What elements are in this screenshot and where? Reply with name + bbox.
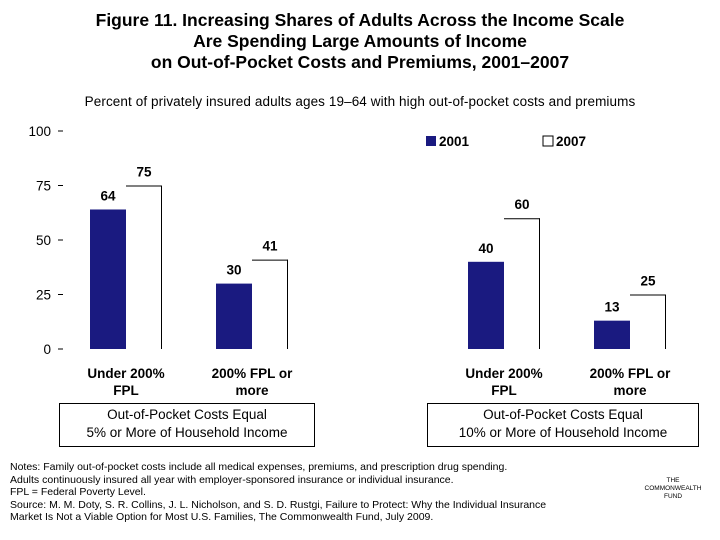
category-label: Under 200% <box>465 366 542 381</box>
data-label: 75 <box>136 165 152 180</box>
y-tick-label: 100 <box>28 124 51 139</box>
legend-label-2007: 2007 <box>556 134 586 149</box>
legend-swatch-2001 <box>426 136 436 146</box>
data-label: 40 <box>478 241 493 256</box>
note-line: FPL = Federal Poverty Level. <box>10 486 146 499</box>
logo-line: FUND <box>663 493 683 500</box>
bar-chart: 0 25 50 75 100 64 75 Under 200% FPL 30 41 200% FPL … <box>28 124 672 398</box>
group-label-line: 5% or More of Household Income <box>86 425 288 440</box>
chart-title: Figure 11. Increasing Shares of Adults A… <box>0 10 720 73</box>
y-tick-label: 50 <box>36 233 51 248</box>
data-label: 60 <box>514 197 529 212</box>
legend-label-2001: 2001 <box>439 134 470 149</box>
category-label: Under 200% <box>87 366 164 381</box>
title-line-3: on Out-of-Pocket Costs and Premiums, 200… <box>150 52 570 72</box>
bar-2007 <box>126 185 162 349</box>
group-label-line: Out-of-Pocket Costs Equal <box>483 407 643 422</box>
group-label-line: Out-of-Pocket Costs Equal <box>107 407 267 422</box>
logo-text: THE COMMONWEALTH FUND <box>634 477 712 501</box>
legend-swatch-2007 <box>542 135 554 147</box>
notes-block: Notes: Family out-of-pocket costs includ… <box>10 461 630 524</box>
bar-2001 <box>468 261 504 349</box>
y-tick-label: 75 <box>36 179 51 194</box>
y-tick-label: 0 <box>43 342 51 357</box>
data-label: 30 <box>226 263 241 278</box>
data-label: 13 <box>604 300 620 315</box>
bar-2001 <box>594 320 630 349</box>
chart-subtitle: Percent of privately insured adults ages… <box>84 94 636 109</box>
bar-2007 <box>504 218 540 349</box>
logo-line: THE <box>666 477 680 484</box>
group-label-10-percent: Out-of-Pocket Costs Equal 10% or More of… <box>427 403 699 447</box>
group-label-5-percent: Out-of-Pocket Costs Equal 5% or More of … <box>59 403 315 447</box>
data-label: 64 <box>100 188 116 203</box>
category-label: 200% FPL or <box>212 366 294 381</box>
bar-2007 <box>630 294 666 349</box>
title-line-2: Are Spending Large Amounts of Income <box>193 31 527 51</box>
data-label: 41 <box>262 239 278 254</box>
commonwealth-fund-logo: THE COMMONWEALTH FUND <box>634 460 712 522</box>
logo-line: COMMONWEALTH <box>644 485 702 492</box>
bar-2001 <box>90 209 126 349</box>
note-line: Adults continuously insured all year wit… <box>10 473 454 486</box>
note-line: Market Is Not a Viable Option for Most U… <box>10 511 434 524</box>
category-label: FPL <box>113 383 139 398</box>
category-label: more <box>613 383 647 398</box>
note-line: Notes: Family out-of-pocket costs includ… <box>10 461 508 473</box>
data-label: 25 <box>640 274 656 289</box>
category-label: FPL <box>491 383 517 398</box>
group-label-line: 10% or More of Household Income <box>458 425 668 440</box>
category-label: 200% FPL or <box>590 366 672 381</box>
title-line-1: Figure 11. Increasing Shares of Adults A… <box>95 10 625 30</box>
note-line: Source: M. M. Doty, S. R. Collins, J. L.… <box>10 498 547 511</box>
category-label: more <box>235 383 269 398</box>
bar-2007 <box>252 259 288 349</box>
bar-2001 <box>216 283 252 349</box>
y-tick-label: 25 <box>36 288 51 303</box>
